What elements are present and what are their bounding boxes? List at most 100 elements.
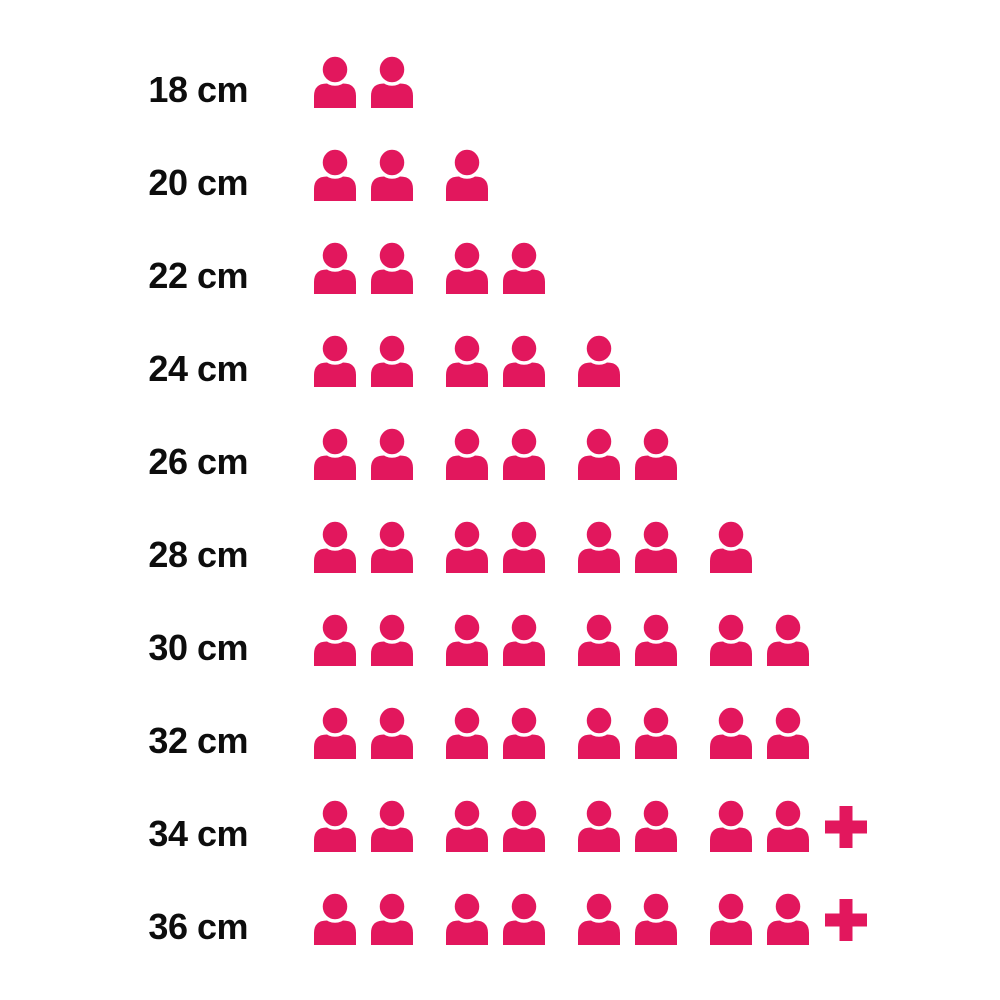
person-icons [312, 613, 811, 666]
icon-pair [444, 892, 547, 945]
person-icon [369, 334, 415, 387]
person-icon [369, 892, 415, 945]
chart-row: 34 cm [0, 759, 1000, 852]
person-icon [501, 427, 547, 480]
person-icon [501, 613, 547, 666]
person-icon [312, 799, 358, 852]
icon-pair [708, 520, 754, 573]
person-icon [444, 706, 490, 759]
icon-pair [708, 799, 811, 852]
icon-pair [312, 520, 415, 573]
person-icon [708, 799, 754, 852]
plus-icon [825, 899, 867, 941]
size-label: 26 cm [148, 441, 248, 482]
person-icon [444, 520, 490, 573]
person-icon [576, 892, 622, 945]
person-icon [765, 892, 811, 945]
person-icon [444, 427, 490, 480]
size-label: 20 cm [148, 162, 248, 203]
person-icon [501, 241, 547, 294]
person-icon [501, 892, 547, 945]
person-icon [369, 613, 415, 666]
person-icon [708, 892, 754, 945]
person-icons [312, 241, 547, 294]
person-icon [312, 892, 358, 945]
person-icon [576, 799, 622, 852]
icon-pair [312, 613, 415, 666]
size-label: 32 cm [148, 720, 248, 761]
icon-pair [576, 427, 679, 480]
person-icon [369, 520, 415, 573]
size-label: 18 cm [148, 69, 248, 110]
person-icon [501, 334, 547, 387]
person-icon [501, 706, 547, 759]
person-icon [576, 427, 622, 480]
icon-pair [576, 334, 622, 387]
size-label: 28 cm [148, 534, 248, 575]
icon-pair [312, 148, 415, 201]
person-icons [312, 55, 415, 108]
person-icon [369, 241, 415, 294]
person-icon [312, 55, 358, 108]
person-icon [501, 799, 547, 852]
chart-row: 32 cm [0, 666, 1000, 759]
plus-icon [825, 806, 867, 848]
person-icon [444, 799, 490, 852]
person-icon [765, 706, 811, 759]
icon-pair [576, 520, 679, 573]
icon-pair [312, 799, 415, 852]
person-icon [708, 520, 754, 573]
icon-pair [312, 241, 415, 294]
size-label: 22 cm [148, 255, 248, 296]
chart-row: 30 cm [0, 573, 1000, 666]
person-icon [765, 799, 811, 852]
chart-row: 20 cm [0, 108, 1000, 201]
person-icon [633, 427, 679, 480]
person-icons [312, 706, 811, 759]
size-label: 24 cm [148, 348, 248, 389]
person-icons [312, 892, 867, 945]
person-icon [576, 520, 622, 573]
person-icon [576, 613, 622, 666]
person-icon [633, 706, 679, 759]
person-icon [312, 427, 358, 480]
person-icon [312, 706, 358, 759]
chart-row: 24 cm [0, 294, 1000, 387]
person-icons [312, 148, 490, 201]
icon-pair [444, 334, 547, 387]
person-icon [369, 427, 415, 480]
icon-pair [576, 799, 679, 852]
person-icon [633, 892, 679, 945]
person-icon [369, 148, 415, 201]
size-label: 36 cm [148, 906, 248, 947]
chart-row: 36 cm [0, 852, 1000, 945]
icon-pair [576, 613, 679, 666]
person-icon [312, 520, 358, 573]
person-icon [444, 241, 490, 294]
person-icon [765, 613, 811, 666]
icon-pair [444, 148, 490, 201]
person-icon [369, 55, 415, 108]
person-icon [444, 613, 490, 666]
icon-pair [444, 799, 547, 852]
person-icon [444, 148, 490, 201]
person-icon [708, 706, 754, 759]
icon-pair [444, 706, 547, 759]
person-icon [312, 241, 358, 294]
icon-pair [444, 613, 547, 666]
person-icons [312, 334, 622, 387]
person-icon [444, 892, 490, 945]
icon-pair [312, 427, 415, 480]
person-icon [633, 520, 679, 573]
person-icon [633, 799, 679, 852]
person-icons [312, 427, 679, 480]
icon-pair [708, 613, 811, 666]
icon-pair [312, 334, 415, 387]
icon-pair [708, 706, 811, 759]
person-icon [312, 613, 358, 666]
size-label: 30 cm [148, 627, 248, 668]
icon-pair [444, 241, 547, 294]
person-icon [576, 334, 622, 387]
chart-row: 28 cm [0, 480, 1000, 573]
